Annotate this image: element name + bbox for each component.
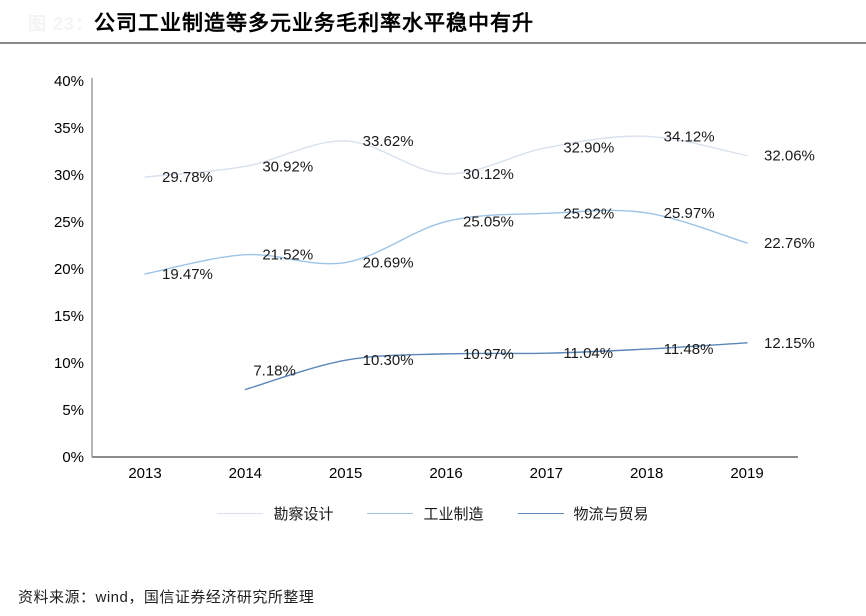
- x-axis-label: 2017: [530, 465, 563, 482]
- y-axis-label: 0%: [62, 449, 84, 466]
- data-label: 11.04%: [563, 345, 613, 362]
- legend-label: 工业制造: [423, 506, 484, 523]
- x-axis-label: 2016: [429, 465, 462, 482]
- x-axis-label: 2018: [630, 465, 663, 482]
- data-label: 25.92%: [563, 205, 614, 222]
- data-label: 25.97%: [664, 205, 715, 222]
- x-axis-label: 2015: [329, 465, 362, 482]
- y-axis-label: 20%: [54, 261, 84, 278]
- data-label: 29.78%: [162, 169, 213, 186]
- data-label: 20.69%: [363, 255, 414, 272]
- y-axis-label: 5%: [62, 402, 84, 419]
- chart-legend: 勘察设计 工业制造 物流与贸易: [0, 503, 866, 524]
- y-axis-label: 15%: [54, 308, 84, 325]
- series-line-3: [244, 342, 748, 391]
- legend-line-icon: [367, 513, 414, 514]
- data-label: 25.05%: [463, 214, 514, 231]
- data-label: 7.18%: [253, 363, 296, 380]
- data-label: 30.12%: [463, 166, 514, 183]
- data-label: 10.97%: [463, 346, 514, 363]
- legend-label: 勘察设计: [273, 506, 334, 523]
- y-axis-label: 25%: [54, 214, 84, 231]
- data-label: 34.12%: [664, 128, 715, 145]
- figure-number-watermark: 图 23：: [28, 14, 95, 34]
- data-label: 21.52%: [262, 247, 313, 264]
- x-axis-label: 2013: [128, 465, 161, 482]
- data-label: 10.30%: [363, 352, 414, 369]
- y-axis-label: 10%: [54, 355, 84, 372]
- chart-title: 公司工业制造等多元业务毛利率水平稳中有升: [94, 12, 534, 35]
- data-label: 12.15%: [764, 335, 815, 352]
- series-line-2: [144, 209, 748, 275]
- data-label: 30.92%: [262, 158, 313, 175]
- legend-line-icon: [217, 513, 264, 514]
- legend-item-industrial-manufacturing: 工业制造: [367, 503, 484, 524]
- legend-item-survey-design: 勘察设计: [217, 503, 333, 524]
- data-label: 19.47%: [162, 266, 213, 283]
- data-label: 11.48%: [664, 341, 714, 358]
- title-underline: [0, 42, 866, 44]
- y-axis-label: 30%: [54, 167, 84, 184]
- data-label: 33.62%: [363, 133, 414, 150]
- legend-label: 物流与贸易: [573, 506, 649, 523]
- source-note: 资料来源：wind，国信证券经济研究所整理: [18, 589, 315, 606]
- legend-item-logistics-trade: 物流与贸易: [517, 503, 649, 524]
- data-label: 32.06%: [764, 148, 815, 165]
- data-label: 32.90%: [563, 140, 614, 157]
- data-label: 22.76%: [764, 235, 815, 252]
- y-axis-label: 40%: [54, 73, 84, 90]
- y-axis-label: 35%: [54, 120, 84, 137]
- series-line-1: [144, 135, 748, 178]
- x-axis-label: 2014: [229, 465, 262, 482]
- line-chart: 0% 5% 10% 15% 20% 25% 30% 35% 40% 2013 2014 2015 201…: [54, 73, 815, 482]
- x-axis-label: 2019: [730, 465, 763, 482]
- legend-line-icon: [517, 513, 564, 514]
